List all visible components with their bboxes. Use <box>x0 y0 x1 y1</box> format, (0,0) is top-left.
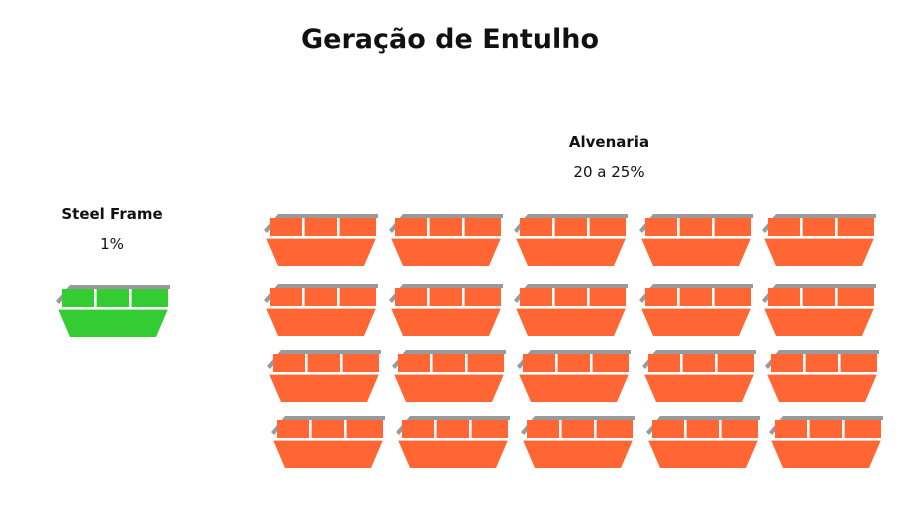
steel-frame-label: Steel Frame 1% <box>22 205 202 253</box>
alvenaria-dumpster-icon <box>389 284 503 336</box>
alvenaria-dumpster-icon <box>521 416 635 468</box>
alvenaria-percentage: 20 a 25% <box>573 163 645 181</box>
alvenaria-dumpster-icon <box>639 284 753 336</box>
alvenaria-dumpster-icon <box>267 350 381 402</box>
steel-frame-dumpster-icon <box>56 285 170 337</box>
steel-frame-name: Steel Frame <box>61 205 163 223</box>
alvenaria-name: Alvenaria <box>568 133 650 151</box>
page-title: Geração de Entulho <box>300 24 600 55</box>
alvenaria-dumpster-icon <box>264 214 378 266</box>
alvenaria-dumpster-icon <box>517 350 631 402</box>
alvenaria-label: Alvenaria 20 a 25% <box>509 133 709 181</box>
alvenaria-dumpster-icon <box>514 214 628 266</box>
alvenaria-dumpster-icon <box>264 284 378 336</box>
alvenaria-dumpster-icon <box>642 350 756 402</box>
alvenaria-dumpster-icon <box>646 416 760 468</box>
alvenaria-dumpster-icon <box>762 284 876 336</box>
alvenaria-dumpster-icon <box>271 416 385 468</box>
alvenaria-dumpster-icon <box>769 416 883 468</box>
alvenaria-dumpster-icon <box>514 284 628 336</box>
alvenaria-dumpster-icon <box>392 350 506 402</box>
alvenaria-dumpster-icon <box>765 350 879 402</box>
alvenaria-dumpster-icon <box>762 214 876 266</box>
alvenaria-dumpster-icon <box>396 416 510 468</box>
steel-frame-percentage: 1% <box>100 235 124 253</box>
alvenaria-dumpster-icon <box>389 214 503 266</box>
alvenaria-dumpster-icon <box>639 214 753 266</box>
